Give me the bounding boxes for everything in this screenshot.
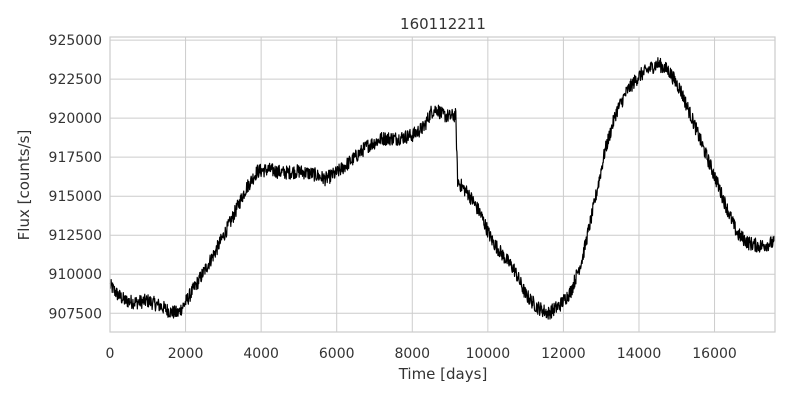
y-axis-ticks: 907500 910000 912500 915000 917500 920000 9225… <box>49 33 102 322</box>
y-tick-label: 907500 <box>49 306 102 322</box>
x-axis-label: Time [days] <box>398 365 488 383</box>
y-tick-label: 917500 <box>49 150 102 166</box>
chart-title: 160112211 <box>400 15 486 33</box>
x-tick-label: 0 <box>106 346 115 362</box>
y-tick-label: 920000 <box>49 111 102 127</box>
x-tick-label: 8000 <box>394 346 430 362</box>
flux-series-line <box>109 57 776 320</box>
y-tick-label: 912500 <box>49 228 102 244</box>
x-axis-ticks: 0 2000 4000 6000 8000 10000 12000 14000 16000 <box>106 346 737 362</box>
x-tick-label: 2000 <box>168 346 204 362</box>
y-tick-label: 910000 <box>49 267 102 283</box>
series-group <box>109 57 776 320</box>
y-axis-label: Flux [counts/s] <box>15 130 33 241</box>
y-tick-label: 915000 <box>49 189 102 205</box>
x-tick-label: 16000 <box>692 346 737 362</box>
x-tick-label: 14000 <box>617 346 662 362</box>
plot-frame <box>109 36 776 333</box>
x-tick-label: 6000 <box>319 346 355 362</box>
y-tick-label: 922500 <box>49 72 102 88</box>
x-tick-label: 10000 <box>466 346 511 362</box>
y-tick-label: 925000 <box>49 33 102 49</box>
x-tick-label: 4000 <box>243 346 279 362</box>
x-tick-label: 12000 <box>541 346 586 362</box>
